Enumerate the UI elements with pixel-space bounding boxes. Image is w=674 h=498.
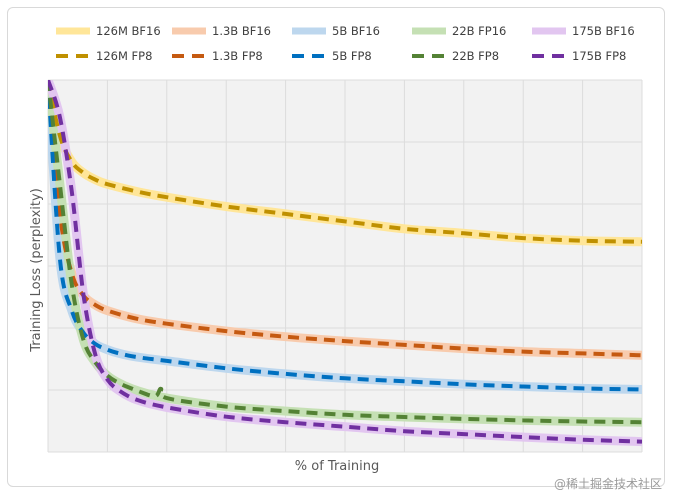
series-line-5b-fp8 xyxy=(48,80,642,392)
series-line-126m-fp8 xyxy=(48,80,642,244)
series-line-1-3b-fp8 xyxy=(48,80,642,358)
legend-label-1-3b-fp8: 1.3B FP8 xyxy=(212,49,263,63)
y-axis-title: Training Loss (perplexity) xyxy=(29,188,44,353)
legend-label-22b-fp8: 22B FP8 xyxy=(452,49,499,63)
legend-label-175b-bf16: 175B BF16 xyxy=(572,24,635,38)
legend-label-22b-fp16: 22B FP16 xyxy=(452,24,506,38)
legend-label-1-3b-bf16: 1.3B BF16 xyxy=(212,24,271,38)
gridlines xyxy=(47,79,643,453)
series-line-22b-fp8 xyxy=(48,80,642,425)
series-lines xyxy=(48,80,642,447)
x-axis-title: % of Training xyxy=(295,459,379,474)
legend-label-126m-fp8: 126M FP8 xyxy=(96,49,152,63)
legend-label-5b-bf16: 5B BF16 xyxy=(332,24,380,38)
watermark-text: @稀土掘金技术社区 xyxy=(553,477,662,491)
legend-label-126m-bf16: 126M BF16 xyxy=(96,24,161,38)
legend: 126M BF16 1.3B BF16 5B BF16 22B FP16 175B BF… xyxy=(56,24,635,63)
series-line-175b-fp8 xyxy=(48,80,642,444)
legend-label-5b-fp8: 5B FP8 xyxy=(332,49,372,63)
legend-label-175b-fp8: 175B FP8 xyxy=(572,49,626,63)
